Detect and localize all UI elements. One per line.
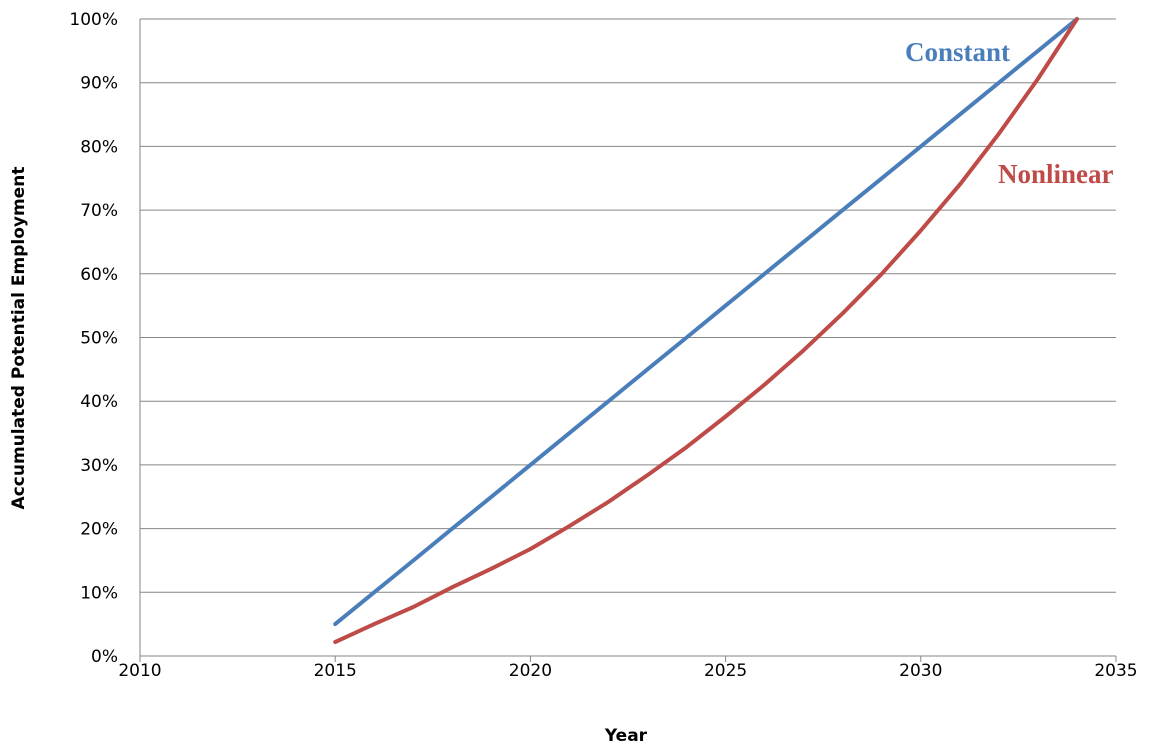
x-tick-label: 2035 xyxy=(1094,661,1137,681)
y-tick-label: 90% xyxy=(80,74,118,94)
y-tick-label: 20% xyxy=(80,520,118,540)
y-tick-label: 100% xyxy=(69,10,118,30)
axes xyxy=(139,19,1117,662)
x-tick-label: 2020 xyxy=(509,661,552,681)
series-label-nonlinear: Nonlinear xyxy=(998,159,1114,189)
y-tick-label: 50% xyxy=(80,329,118,349)
y-tick-label: 70% xyxy=(80,201,118,221)
y-tick-label: 0% xyxy=(91,647,118,667)
y-axis-title: Accumulated Potential Employment xyxy=(9,167,29,510)
y-tick-label: 40% xyxy=(80,392,118,412)
gridlines xyxy=(140,18,1116,593)
y-tick-label: 30% xyxy=(80,456,118,476)
series-label-constant: Constant xyxy=(905,37,1010,67)
series-line-constant xyxy=(333,17,1079,627)
x-tick-label: 2025 xyxy=(704,661,747,681)
series-lines xyxy=(333,17,1079,644)
y-tick-label: 10% xyxy=(80,583,118,603)
x-axis-title: Year xyxy=(604,726,648,746)
y-tick-label: 80% xyxy=(80,137,118,157)
y-tick-label: 60% xyxy=(80,265,118,285)
series-line-nonlinear xyxy=(333,17,1079,644)
x-tick-label: 2010 xyxy=(118,661,161,681)
x-tick-labels: 2010 2015 2020 2025 2030 2035 xyxy=(118,661,1137,681)
x-tick-label: 2030 xyxy=(899,661,942,681)
x-tick-label: 2015 xyxy=(314,661,357,681)
y-tick-labels: 0% 10% 20% 30% 40% 50% 60% 70% 80% 90% 100% xyxy=(69,10,118,667)
